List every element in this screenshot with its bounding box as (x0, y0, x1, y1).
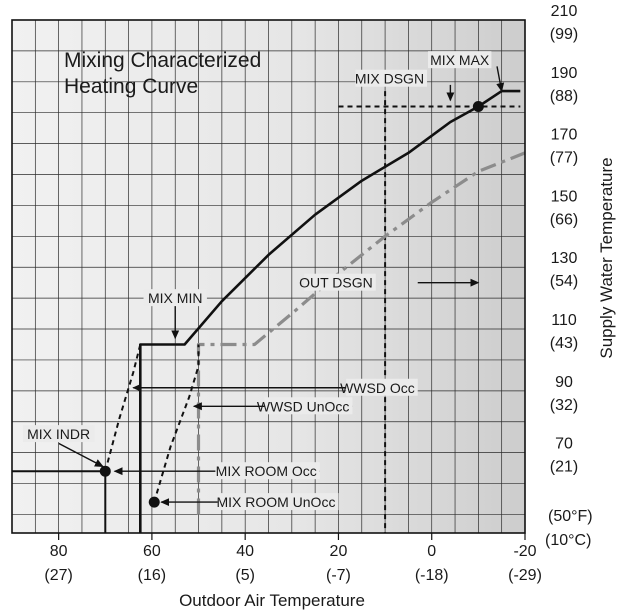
annotation-arrow (496, 66, 505, 93)
y-tick-label-f: 70 (555, 436, 573, 453)
y-tick-label-c: (43) (550, 335, 578, 352)
unit-label-fahrenheit: (50°F) (548, 508, 593, 525)
chart-title-line-1: Mixing Characterized (64, 49, 261, 72)
data-point-marker (472, 101, 484, 113)
annotation-backing (217, 493, 339, 511)
data-point-marker (148, 496, 160, 508)
annotation-label: WWSD Occ (340, 380, 415, 396)
annotation-backing (143, 289, 207, 307)
x-tick-label-c: (-18) (415, 567, 449, 584)
y-tick-label-c: (99) (550, 26, 578, 43)
y-tick-label-c: (21) (550, 459, 578, 476)
unit-label-celsius: (10°C) (545, 532, 591, 549)
annotation-backing (355, 69, 428, 87)
y-tick-label-f: 90 (555, 374, 573, 391)
series-line-4 (153, 344, 200, 503)
x-tick-label-f: 80 (50, 543, 68, 560)
x-tick-label-f: 40 (236, 543, 254, 560)
x-tick-label-c: (-29) (508, 567, 542, 584)
annotation-arrow (58, 442, 104, 468)
y-tick-label-c: (88) (550, 88, 578, 105)
x-tick-label-f: 20 (330, 543, 348, 560)
annotation-label: MIX INDR (27, 426, 90, 442)
annotations: MIX MAX MIX DSGN MIX MIN OUT DSGN WWSD Occ WW… (22, 51, 505, 511)
y-tick-label-f: 150 (551, 188, 578, 205)
x-tick-label-c: (16) (138, 567, 166, 584)
plot-frame (11, 19, 526, 534)
y-tick-label-f: 110 (551, 312, 577, 329)
annotation-backing (304, 273, 376, 291)
x-tick-label-c: (27) (44, 567, 72, 584)
y-tick-label-c: (77) (550, 150, 578, 167)
annotation-label: MIX DSGN (355, 71, 424, 87)
annotation-label: MIX MAX (430, 52, 490, 68)
y-tick-label-c: (66) (550, 211, 578, 228)
chart-title-line-2: Heating Curve (64, 75, 198, 98)
y-tick-label-f: 210 (551, 3, 578, 20)
x-tick-label-c: (5) (235, 567, 255, 584)
annotation-label: MIX MIN (148, 290, 202, 306)
annotation-label: WWSD UnOcc (257, 398, 350, 414)
y-tick-label-c: (32) (550, 397, 578, 414)
x-tick-label-f: -20 (513, 543, 536, 560)
annotation-backing (22, 425, 95, 443)
series-line-3 (104, 344, 142, 472)
y-tick-label-f: 190 (551, 65, 578, 82)
x-tick-label-f: 60 (143, 543, 161, 560)
annotation-label: MIX ROOM Occ (216, 463, 317, 479)
annotation-backing (346, 378, 418, 396)
data-point-marker (99, 465, 111, 477)
guide-lines (12, 91, 521, 533)
tick-labels: 80 (27) 60 (16) 40 (5) 20 (-7) 0 (-18) -20 (-29) 210… (44, 3, 578, 584)
x-tick-label-c: (-7) (326, 567, 351, 584)
annotation-backing (428, 51, 492, 69)
x-axis-title: Outdoor Air Temperature (179, 591, 365, 610)
y-tick-label-f: 170 (551, 127, 578, 144)
y-tick-label-c: (54) (550, 273, 578, 290)
annotation-label: OUT DSGN (299, 275, 373, 291)
annotation-label: MIX ROOM UnOcc (216, 494, 335, 510)
y-tick-label-f: 130 (551, 250, 578, 267)
annotation-backing (264, 397, 353, 415)
annotation-backing (215, 462, 320, 480)
y-axis-title: Supply Water Temperature (597, 157, 616, 358)
x-tick-label-f: 0 (427, 543, 436, 560)
markers (99, 101, 484, 508)
series-line-2 (196, 151, 526, 515)
